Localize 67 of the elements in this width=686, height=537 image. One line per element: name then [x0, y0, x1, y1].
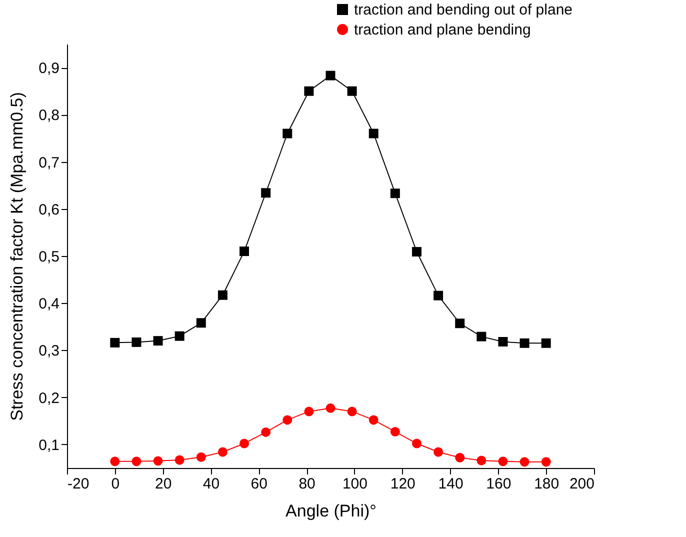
- point: [110, 456, 120, 466]
- point: [476, 332, 486, 342]
- point: [153, 456, 163, 466]
- point: [132, 337, 142, 347]
- point: [110, 338, 120, 348]
- point: [282, 415, 292, 425]
- x-tick-label: 140: [438, 476, 464, 492]
- point: [347, 86, 357, 96]
- point: [326, 403, 336, 413]
- point: [174, 331, 184, 341]
- y-tick-label: 0,8: [38, 107, 60, 124]
- y-tick-label: 0,4: [38, 296, 60, 313]
- point: [476, 456, 486, 466]
- point: [174, 455, 184, 465]
- point: [196, 318, 206, 328]
- x-tick-label: 100: [342, 476, 368, 492]
- point: [412, 438, 422, 448]
- point: [304, 86, 314, 96]
- point: [218, 447, 228, 457]
- point: [240, 246, 250, 256]
- y-tick-label: 0,5: [38, 248, 60, 266]
- point: [240, 438, 250, 448]
- point: [434, 447, 444, 457]
- y-tick-label: 0,1: [38, 436, 60, 454]
- point: [261, 188, 271, 198]
- point: [196, 452, 206, 462]
- legend-label: traction and bending out of plane: [354, 2, 573, 18]
- point: [368, 415, 378, 425]
- point: [455, 452, 465, 462]
- x-tick-label: 40: [202, 476, 220, 492]
- x-tick-label: 120: [390, 476, 416, 492]
- x-tick-label: 160: [486, 476, 512, 492]
- x-tick-label: 0: [111, 476, 120, 492]
- x-tick-label: 20: [154, 476, 172, 492]
- y-tick-label: 0,6: [38, 201, 60, 218]
- x-tick-label: 180: [534, 476, 560, 492]
- point: [390, 426, 400, 436]
- y-tick-label: 0,2: [38, 390, 60, 407]
- y-tick-label: 0,7: [38, 154, 60, 172]
- point: [434, 290, 444, 300]
- point: [261, 427, 271, 437]
- point: [347, 406, 357, 416]
- point: [520, 457, 530, 467]
- point: [304, 406, 314, 416]
- x-axis-title: Angle (Phi)°: [286, 502, 376, 520]
- point: [520, 338, 530, 348]
- x-tick-label: 80: [298, 476, 316, 492]
- point: [282, 128, 292, 138]
- point: [412, 247, 422, 257]
- point: [218, 290, 228, 300]
- y-axis-title: Stress concentration factor Kt (Mpa.mm0.5): [8, 92, 27, 421]
- legend-label: traction and plane bending: [354, 22, 531, 38]
- point: [541, 338, 551, 348]
- x-tick-label: 200: [569, 476, 594, 492]
- point: [498, 337, 508, 346]
- y-tick-label: 0,3: [38, 342, 60, 360]
- x-tick-label: 60: [250, 476, 268, 492]
- y-tick-label: 0,9: [38, 60, 60, 78]
- x-tick-label: -20: [68, 476, 90, 492]
- point: [455, 318, 465, 328]
- point: [498, 456, 508, 466]
- point: [153, 336, 163, 346]
- point: [132, 456, 142, 466]
- point: [326, 70, 336, 80]
- point: [541, 457, 551, 467]
- point: [368, 128, 378, 138]
- point: [390, 188, 400, 198]
